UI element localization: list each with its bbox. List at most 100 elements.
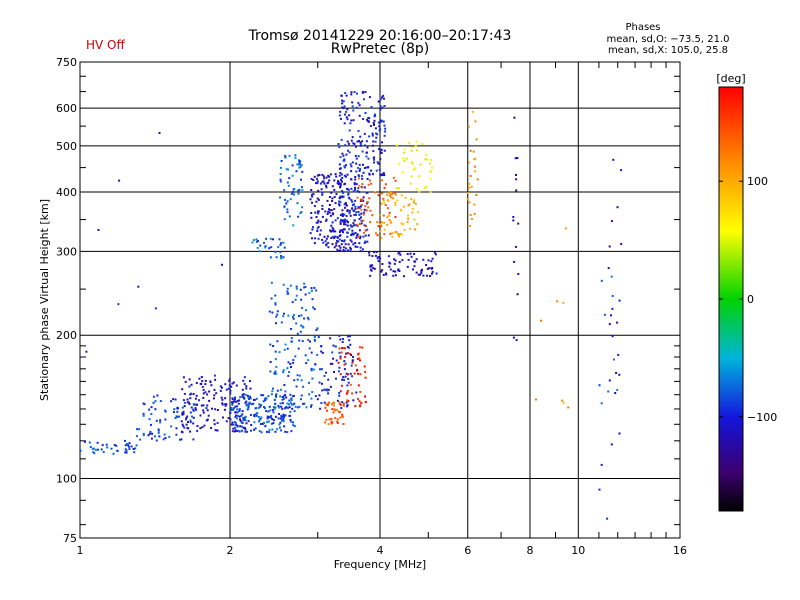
data-point	[517, 222, 520, 225]
data-point	[377, 256, 380, 258]
data-point	[215, 392, 218, 395]
data-point	[277, 405, 280, 407]
data-point	[221, 403, 224, 406]
data-point	[620, 169, 623, 172]
data-point	[366, 178, 369, 180]
data-point	[292, 424, 295, 427]
data-point	[352, 119, 355, 122]
data-point	[336, 182, 339, 185]
data-point	[269, 237, 272, 240]
data-point	[315, 182, 317, 185]
data-point	[352, 190, 355, 193]
data-point	[94, 448, 97, 451]
data-point	[210, 384, 213, 387]
data-point	[346, 231, 349, 234]
chart-title-line1: Tromsø 20141229 20:16:00–20:17:43	[248, 28, 512, 44]
data-point	[308, 347, 311, 350]
data-point	[133, 451, 136, 454]
data-point	[325, 218, 328, 221]
data-point	[168, 435, 171, 438]
data-point	[360, 212, 363, 215]
data-point	[351, 136, 354, 139]
data-point	[253, 414, 256, 417]
data-point	[242, 426, 245, 429]
data-point	[358, 213, 361, 216]
data-point	[369, 209, 372, 212]
data-point	[313, 336, 316, 338]
data-point	[350, 178, 353, 181]
data-point	[422, 258, 425, 261]
data-point	[224, 383, 227, 386]
data-point	[272, 406, 275, 409]
data-point	[348, 339, 351, 342]
data-point	[357, 166, 360, 169]
data-point	[397, 187, 400, 190]
data-point	[311, 201, 313, 204]
data-point	[364, 240, 367, 243]
data-point	[283, 205, 286, 208]
data-point	[349, 122, 352, 125]
data-point	[380, 152, 383, 154]
data-point	[379, 230, 382, 233]
data-point	[512, 336, 515, 339]
data-point	[259, 423, 262, 425]
data-point	[320, 368, 323, 371]
data-point	[338, 203, 340, 206]
data-point	[328, 204, 331, 206]
data-point	[233, 407, 235, 410]
data-point	[293, 314, 295, 317]
data-point	[364, 234, 367, 237]
data-point	[370, 169, 373, 172]
data-point	[357, 177, 360, 180]
data-point	[342, 100, 345, 103]
data-point	[105, 443, 108, 446]
data-point	[368, 197, 371, 200]
data-point	[316, 177, 318, 180]
data-point	[283, 189, 286, 192]
data-point	[201, 426, 204, 429]
data-point	[358, 357, 361, 360]
data-point	[253, 421, 256, 424]
data-point	[332, 401, 335, 404]
data-point	[310, 216, 313, 219]
data-point	[287, 361, 290, 364]
data-point	[208, 399, 211, 402]
data-point	[351, 359, 354, 362]
data-point	[270, 246, 273, 249]
data-point	[282, 371, 285, 374]
data-point	[317, 225, 320, 228]
data-point	[279, 173, 282, 175]
data-point	[472, 150, 475, 153]
y-tick-label: 750	[56, 56, 77, 69]
data-point	[363, 208, 366, 211]
data-point	[318, 381, 321, 384]
data-point	[466, 198, 469, 201]
data-point	[239, 419, 242, 422]
data-point	[346, 140, 349, 143]
data-point	[348, 228, 351, 231]
data-point	[342, 246, 345, 249]
data-point	[296, 374, 299, 377]
data-point	[332, 230, 335, 233]
data-point	[247, 397, 250, 400]
data-point	[283, 348, 286, 351]
data-point	[244, 401, 247, 404]
data-point	[373, 119, 376, 122]
data-point	[366, 201, 369, 204]
data-point	[183, 392, 186, 395]
data-point	[430, 158, 433, 161]
data-point	[206, 393, 209, 396]
data-point	[174, 417, 177, 419]
colorbar-tick-label: −100	[747, 411, 777, 424]
data-point	[377, 260, 380, 263]
data-point	[617, 353, 620, 356]
chart-title-line2: RwPretec (8p)	[331, 41, 429, 57]
data-point	[368, 173, 371, 176]
data-point	[615, 372, 618, 374]
data-point	[407, 204, 410, 207]
data-point	[344, 362, 347, 365]
data-point	[236, 417, 239, 420]
data-point	[355, 211, 358, 214]
data-point	[272, 345, 275, 347]
data-point	[249, 387, 252, 390]
